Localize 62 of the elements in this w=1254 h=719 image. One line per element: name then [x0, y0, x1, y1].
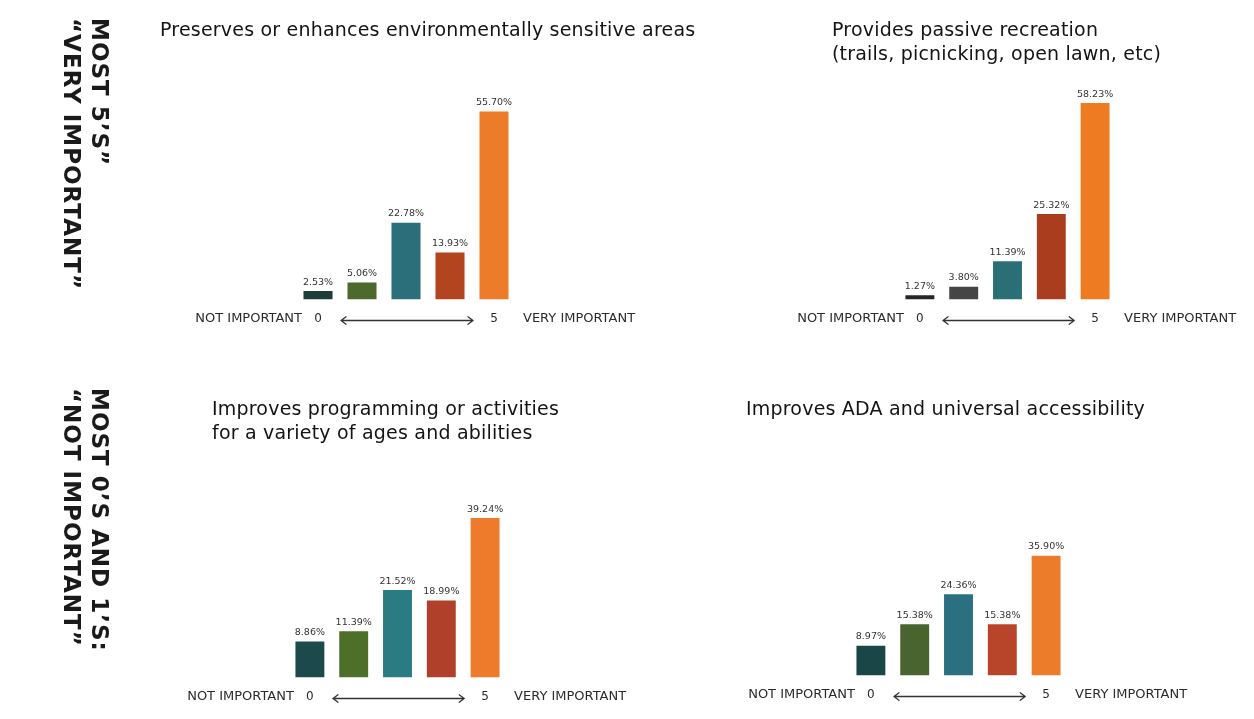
data-label: 35.90%	[1027, 540, 1065, 552]
data-label: 3.80%	[948, 271, 979, 283]
bar	[303, 291, 333, 300]
text: VERY IMPORTANT	[1124, 310, 1237, 326]
x-tick-label: 5	[481, 688, 489, 703]
bar	[949, 286, 979, 300]
text: MOST 0’S AND 1’S: “NOT IMPORTANT”	[58, 388, 114, 652]
bar	[1080, 102, 1110, 300]
data-label: 5.06%	[346, 267, 378, 279]
data-label: 11.39%	[989, 245, 1026, 257]
chart-title: Provides passive recreation (trails, picnicking, open lawn, etc)	[832, 17, 1162, 65]
data-label: 15.38%	[896, 608, 933, 620]
bar	[347, 282, 377, 300]
x-tick-label: 5	[1042, 686, 1050, 701]
chart-title: Improves ADA and universal accessibility	[746, 396, 1146, 420]
data-label: 22.78%	[387, 207, 425, 219]
text: VERY IMPORTANT	[514, 688, 627, 704]
bar	[479, 111, 509, 300]
bar	[339, 631, 369, 678]
x-tick-label: 0	[867, 686, 875, 701]
bar	[391, 222, 421, 300]
text: NOT IMPORTANT	[748, 686, 855, 702]
bar	[944, 594, 973, 676]
bar	[856, 645, 886, 676]
bar	[1036, 214, 1066, 300]
data-label: 15.38%	[984, 608, 1021, 620]
bar	[435, 252, 465, 300]
text: NOT IMPORTANT	[797, 310, 904, 326]
data-label: 11.39%	[335, 616, 372, 628]
data-label: 1.27%	[904, 280, 935, 292]
data-label: 8.97%	[855, 630, 886, 642]
text: NOT IMPORTANT	[195, 310, 303, 326]
bar	[905, 295, 935, 300]
data-label: 2.53%	[302, 275, 334, 287]
data-label: 58.23%	[1076, 87, 1114, 99]
text: VERY IMPORTANT	[1075, 686, 1188, 702]
chart-title: Improves programming or activities for a variety of ages and abilities	[212, 396, 560, 444]
data-label: 39.24%	[466, 502, 504, 514]
x-tick-label: 0	[916, 310, 924, 325]
bar	[987, 624, 1017, 676]
data-label: 25.32%	[1033, 198, 1070, 210]
data-label: 21.52%	[379, 574, 416, 586]
bar	[295, 641, 325, 678]
data-label: 55.70%	[475, 96, 513, 108]
bar	[900, 624, 930, 676]
bar	[993, 261, 1022, 300]
text: MOST 5’S” “VERY IMPORTANT”	[58, 18, 114, 291]
x-tick-label: 5	[490, 310, 498, 325]
bar	[383, 590, 412, 678]
x-tick-label: 0	[314, 310, 322, 325]
x-tick-label: 5	[1091, 310, 1099, 325]
text: VERY IMPORTANT	[523, 310, 636, 326]
chart-title: Preserves or enhances environmentally sensitive areas	[160, 17, 696, 41]
data-label: 13.93%	[431, 237, 469, 249]
data-label: 24.36%	[940, 578, 977, 590]
data-label: 18.99%	[423, 585, 460, 597]
x-tick-label: 0	[306, 688, 314, 703]
bar	[470, 518, 500, 678]
text: NOT IMPORTANT	[187, 688, 294, 704]
data-label: 8.86%	[294, 626, 325, 638]
bar	[426, 600, 456, 678]
bar	[1031, 555, 1061, 676]
